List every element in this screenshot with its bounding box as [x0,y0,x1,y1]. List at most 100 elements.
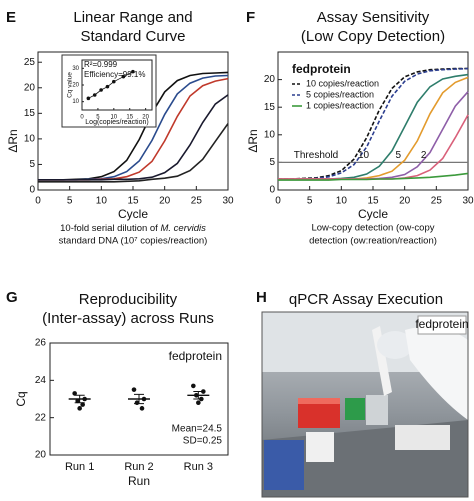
caption: Low-copy detection (ow-copy [311,223,434,234]
y-tick-label: 25 [24,57,36,68]
panel-title: Standard Curve [80,28,185,45]
red-box-top [298,398,340,404]
x-tick-label: 10 [336,196,348,207]
plot-frame [49,342,229,456]
y-tick-label: 10 [264,129,276,140]
x-tick-label: 15 [367,196,379,207]
inset-annotation: Efficiency=99.1% [84,70,145,79]
plot-label: fedprotein [169,349,222,363]
x-tick-label: Run 2 [124,461,153,473]
curve [38,123,229,183]
y-tick-label: 0 [29,185,35,196]
x-axis-label: Cycle [358,207,388,221]
panel-label: H [256,289,267,306]
y-tick-label: 20 [24,82,36,93]
error-bar [193,391,204,400]
y-axis-label: Cq [14,391,28,406]
y-axis-label: ΔRn [246,129,260,152]
y-tick-label: 20 [72,83,79,89]
inset-point [112,79,116,84]
x-tick-label: Run 1 [65,461,94,473]
x-tick-label: 30 [222,196,234,207]
panel-label: E [6,9,16,26]
curve [38,94,229,181]
data-point [139,406,145,411]
y-tick-label: 10 [24,134,36,145]
inset-y-label: Cq value [67,72,74,98]
caption: detection (ow:reation/reaction) [309,236,437,247]
y-tick-label: 26 [35,338,47,349]
data-point [191,383,196,389]
data-point [72,391,77,396]
x-tick-label: 5 [96,115,100,121]
green-box [345,398,365,420]
blue-rack [264,440,304,490]
panel-title: Linear Range and [73,9,192,26]
annotation: 10 [358,150,370,161]
annotation: Threshold [294,150,338,161]
pipette [372,326,392,396]
label-box [417,315,467,335]
x-tick-label: 20 [399,196,411,207]
legend-entry: 10 copies/reaction [306,78,379,88]
panel-label: G [6,289,18,306]
data-point [75,398,80,404]
tubes [306,432,334,462]
x-axis-label: Run [128,474,150,488]
x-tick-label: Run 3 [184,461,213,473]
panel-title: qPCR Assay Execution [289,291,443,308]
data-point [131,387,137,392]
legend-title: fedprotein [292,62,351,76]
data-point [77,406,82,411]
caption-text: 10-fold serial dilution of [60,223,160,234]
legend-entry: 1 copies/reaction [306,100,374,110]
inset-point [105,84,110,89]
caption: 10-fold serial dilution of M. cervidis [60,223,206,234]
x-tick-label: 25 [191,196,203,207]
x-tick-label: 0 [275,196,281,207]
y-tick-label: 15 [264,102,276,113]
x-tick-label: 15 [127,196,139,207]
inset-annotation: R²=0.999 [84,60,118,69]
x-tick-label: 25 [431,196,443,207]
x-axis-label: Cycle [118,207,148,221]
gloved-hand [377,331,413,359]
annotation: SD=0.25 [183,436,223,447]
x-tick-label: 5 [307,196,313,207]
y-tick-label: 15 [24,108,36,119]
error-bar [134,393,144,405]
annotation: Mean=24.5 [172,424,223,435]
y-tick-label: 5 [269,157,275,168]
annotation: 5 [396,150,402,161]
red-box [298,402,340,428]
x-tick-label: 0 [35,196,41,207]
y-tick-label: 0 [269,185,275,196]
inset-x-label: Log(copies/reaction) [85,119,148,126]
x-tick-label: 10 [110,115,117,121]
y-tick-label: 5 [29,159,35,170]
pipette-stand [366,395,388,425]
panel-title: Assay Sensitivity [317,9,430,26]
x-tick-label: 10 [96,196,108,207]
x-tick-label: 5 [67,196,73,207]
inset-box [61,54,157,128]
panel-title: (Inter-assay) across Runs [42,310,214,327]
inset-point [131,69,135,74]
annotation: 2 [421,150,427,161]
y-tick-label: 10 [72,99,79,105]
x-tick-label: 30 [462,196,474,207]
x-tick-label: 20 [159,196,171,207]
inset-point [99,88,103,92]
x-tick-label: 0 [80,115,84,121]
inset-point [92,93,97,97]
photo-frame [261,311,469,498]
panel-title: (Low Copy Detection) [301,28,445,45]
y-tick-label: 20 [264,74,276,85]
panel-title: Reproducibility [79,291,178,308]
photo-label: fedprotein [415,317,468,331]
tube-rack [395,425,450,450]
inset-point [121,74,126,79]
y-tick-label: 22 [35,412,47,423]
data-point [80,402,85,407]
